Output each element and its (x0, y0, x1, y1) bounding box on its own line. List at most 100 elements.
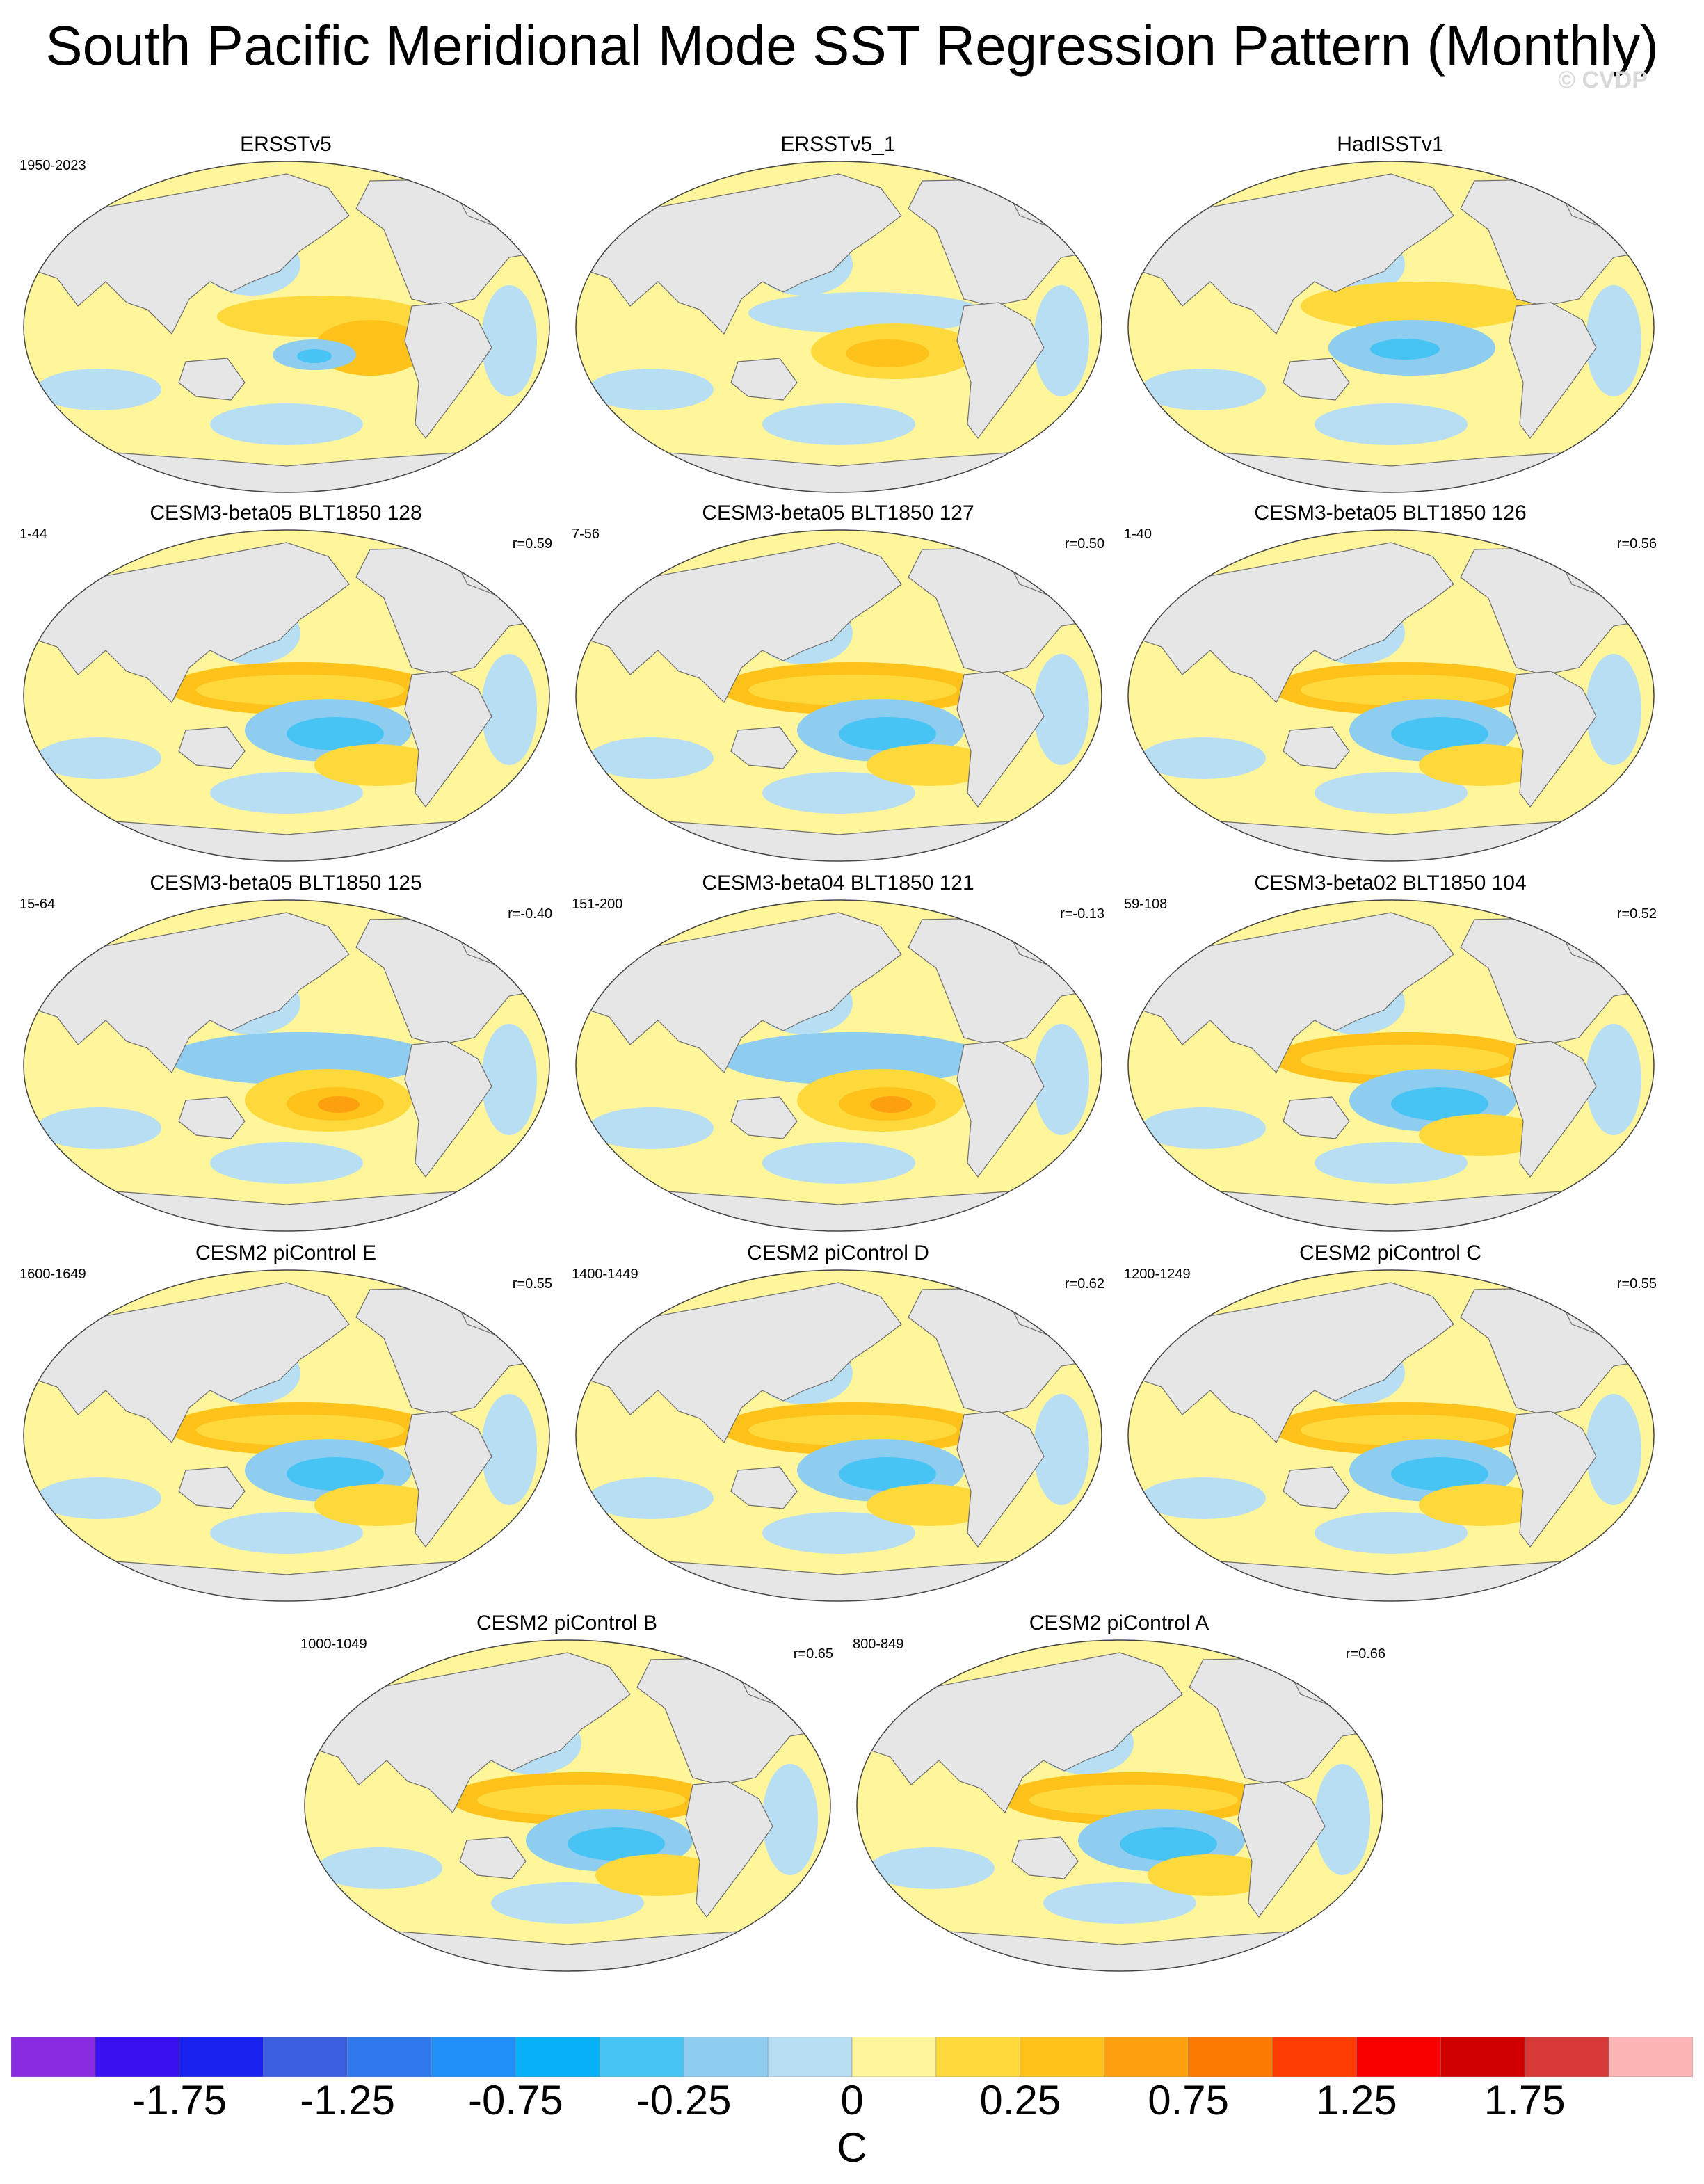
map-panel: CESM3-beta05 BLT1850 127 7-56 r=0.50 (563, 501, 1113, 869)
indian-ocean-patch (1141, 1477, 1266, 1519)
south-america-landmass (404, 302, 492, 439)
map-panel: CESM3-beta04 BLT1850 121 151-200 r=-0.13 (563, 871, 1113, 1239)
panel-year-range: 7-56 (572, 527, 600, 542)
colorbar-tick-label: 0.75 (1148, 2077, 1229, 2123)
panel-title: CESM3-beta05 BLT1850 126 (1254, 501, 1527, 524)
colorbar-swatch (935, 2037, 1021, 2077)
indian-ocean-patch (1130, 320, 1248, 376)
indian-ocean-patch (26, 689, 144, 744)
south-america-landmass (956, 1411, 1045, 1548)
panel-year-range: 800-849 (853, 1637, 904, 1652)
southeast-pacific-cold-anomaly (287, 1457, 384, 1491)
panel-year-range: 1-40 (1124, 527, 1152, 542)
asia-landmass (576, 173, 902, 335)
asia-landmass (857, 1652, 1183, 1814)
indian-ocean-patch (36, 369, 161, 410)
panel-pattern-correlation: r=-0.13 (1060, 906, 1104, 922)
map-panel: CESM2 piControl B 1000-1049 r=0.65 (292, 1611, 842, 1980)
south-pacific-warm-anomaly (867, 744, 992, 786)
south-pacific-patch (491, 1882, 644, 1924)
panel-year-range: 1-44 (19, 527, 48, 542)
tropical-pacific-band (1301, 1045, 1509, 1075)
panel-title: CESM3-beta04 BLT1850 121 (702, 872, 974, 894)
panel-pattern-correlation: r=0.55 (1616, 1276, 1657, 1292)
south-pacific-warm-anomaly (1148, 1854, 1273, 1896)
map-panel: CESM2 piControl A 800-849 r=0.66 (844, 1611, 1394, 1980)
indian-ocean-patch (588, 1477, 714, 1519)
southern-ocean-patch (1148, 1528, 1315, 1559)
colorbar-swatch (1524, 2037, 1609, 2077)
southern-ocean-patch (1148, 1158, 1315, 1189)
colorbar-swatch (263, 2037, 348, 2077)
map-border (1127, 161, 1655, 493)
colorbar-unit-label: C (837, 2124, 867, 2171)
asia-landmass (1128, 912, 1454, 1074)
southern-ocean-patch (43, 1528, 210, 1559)
atlantic-ocean-patch (481, 285, 537, 396)
atlantic-ocean-patch (762, 1764, 818, 1875)
indian-ocean-patch (1141, 1107, 1266, 1149)
panel-title: CESM2 piControl B (476, 1612, 658, 1635)
south-america-landmass (1237, 1781, 1326, 1918)
atlantic-ocean-patch (1586, 654, 1641, 765)
panel-pattern-correlation: r=0.65 (793, 1646, 833, 1662)
tropical-pacific-band (1029, 1785, 1238, 1815)
panel-title: CESM3-beta05 BLT1850 125 (150, 872, 422, 894)
southeast-pacific-anomaly (1370, 339, 1440, 360)
south-america-landmass (404, 671, 492, 808)
south-pacific-warm-anomaly (1419, 744, 1544, 786)
panel-year-range: 1600-1649 (19, 1267, 86, 1282)
australia-landmass (178, 726, 246, 769)
australia-landmass (1283, 358, 1350, 401)
colorbar-tick-label: 0 (840, 2077, 864, 2123)
panel-pattern-correlation: r=0.52 (1616, 906, 1657, 922)
southeast-pacific-cold-anomaly (839, 1457, 936, 1491)
indian-ocean-patch (36, 1107, 161, 1149)
panel-title: CESM2 piControl D (747, 1242, 929, 1264)
robinson-map (304, 1639, 831, 1972)
panel-title: HadISSTv1 (1337, 133, 1444, 156)
indian-ocean-patch (1141, 737, 1266, 779)
colorbar-swatch (179, 2037, 264, 2077)
south-america-landmass (404, 1411, 492, 1548)
south-pacific-warm-anomaly (314, 744, 440, 786)
indian-ocean-patch (26, 1429, 144, 1484)
map-border (575, 1269, 1102, 1602)
indian-ocean-patch (36, 1477, 161, 1519)
panel-title: ERSSTv5_1 (780, 133, 896, 156)
atlantic-ocean-patch (481, 1394, 537, 1505)
southeast-pacific-cold-anomaly (1120, 1827, 1217, 1861)
australia-landmass (730, 358, 798, 401)
southern-ocean-patch (43, 419, 210, 450)
map-border (1127, 529, 1655, 862)
australia-landmass (178, 1096, 246, 1139)
panel-year-range: 1000-1049 (300, 1637, 367, 1652)
southeast-pacific-anomaly (297, 349, 332, 363)
tropical-pacific-band (477, 1785, 686, 1815)
panel-title: CESM2 piControl C (1299, 1242, 1481, 1264)
robinson-map (575, 1269, 1102, 1602)
indian-ocean-patch (1141, 369, 1266, 410)
indian-ocean-patch (588, 369, 714, 410)
colorbar-swatch (95, 2037, 180, 2077)
tropical-pacific-band (196, 1415, 405, 1445)
indian-ocean-patch (859, 1799, 977, 1854)
robinson-map (575, 899, 1102, 1232)
south-pacific-patch (762, 403, 915, 445)
atlantic-ocean-patch (481, 1024, 537, 1135)
south-pacific-warm-anomaly (314, 1484, 440, 1526)
southern-ocean-patch (43, 788, 210, 819)
colorbar-swatch (1104, 2037, 1189, 2077)
indian-ocean-patch (36, 737, 161, 779)
robinson-map (575, 161, 1102, 493)
tropical-pacific-band (1301, 1415, 1509, 1445)
indian-ocean-patch (578, 320, 696, 376)
southern-ocean-patch (595, 1528, 762, 1559)
tropical-pacific-band (721, 1032, 985, 1085)
colorbar-tick-label: -1.25 (300, 2077, 395, 2123)
map-panel: HadISSTv1 (1116, 132, 1665, 501)
south-pacific-patch (210, 1512, 363, 1554)
southern-ocean-patch (595, 788, 762, 819)
map-border (575, 529, 1102, 862)
colorbar-tick-label: -0.75 (468, 2077, 563, 2123)
